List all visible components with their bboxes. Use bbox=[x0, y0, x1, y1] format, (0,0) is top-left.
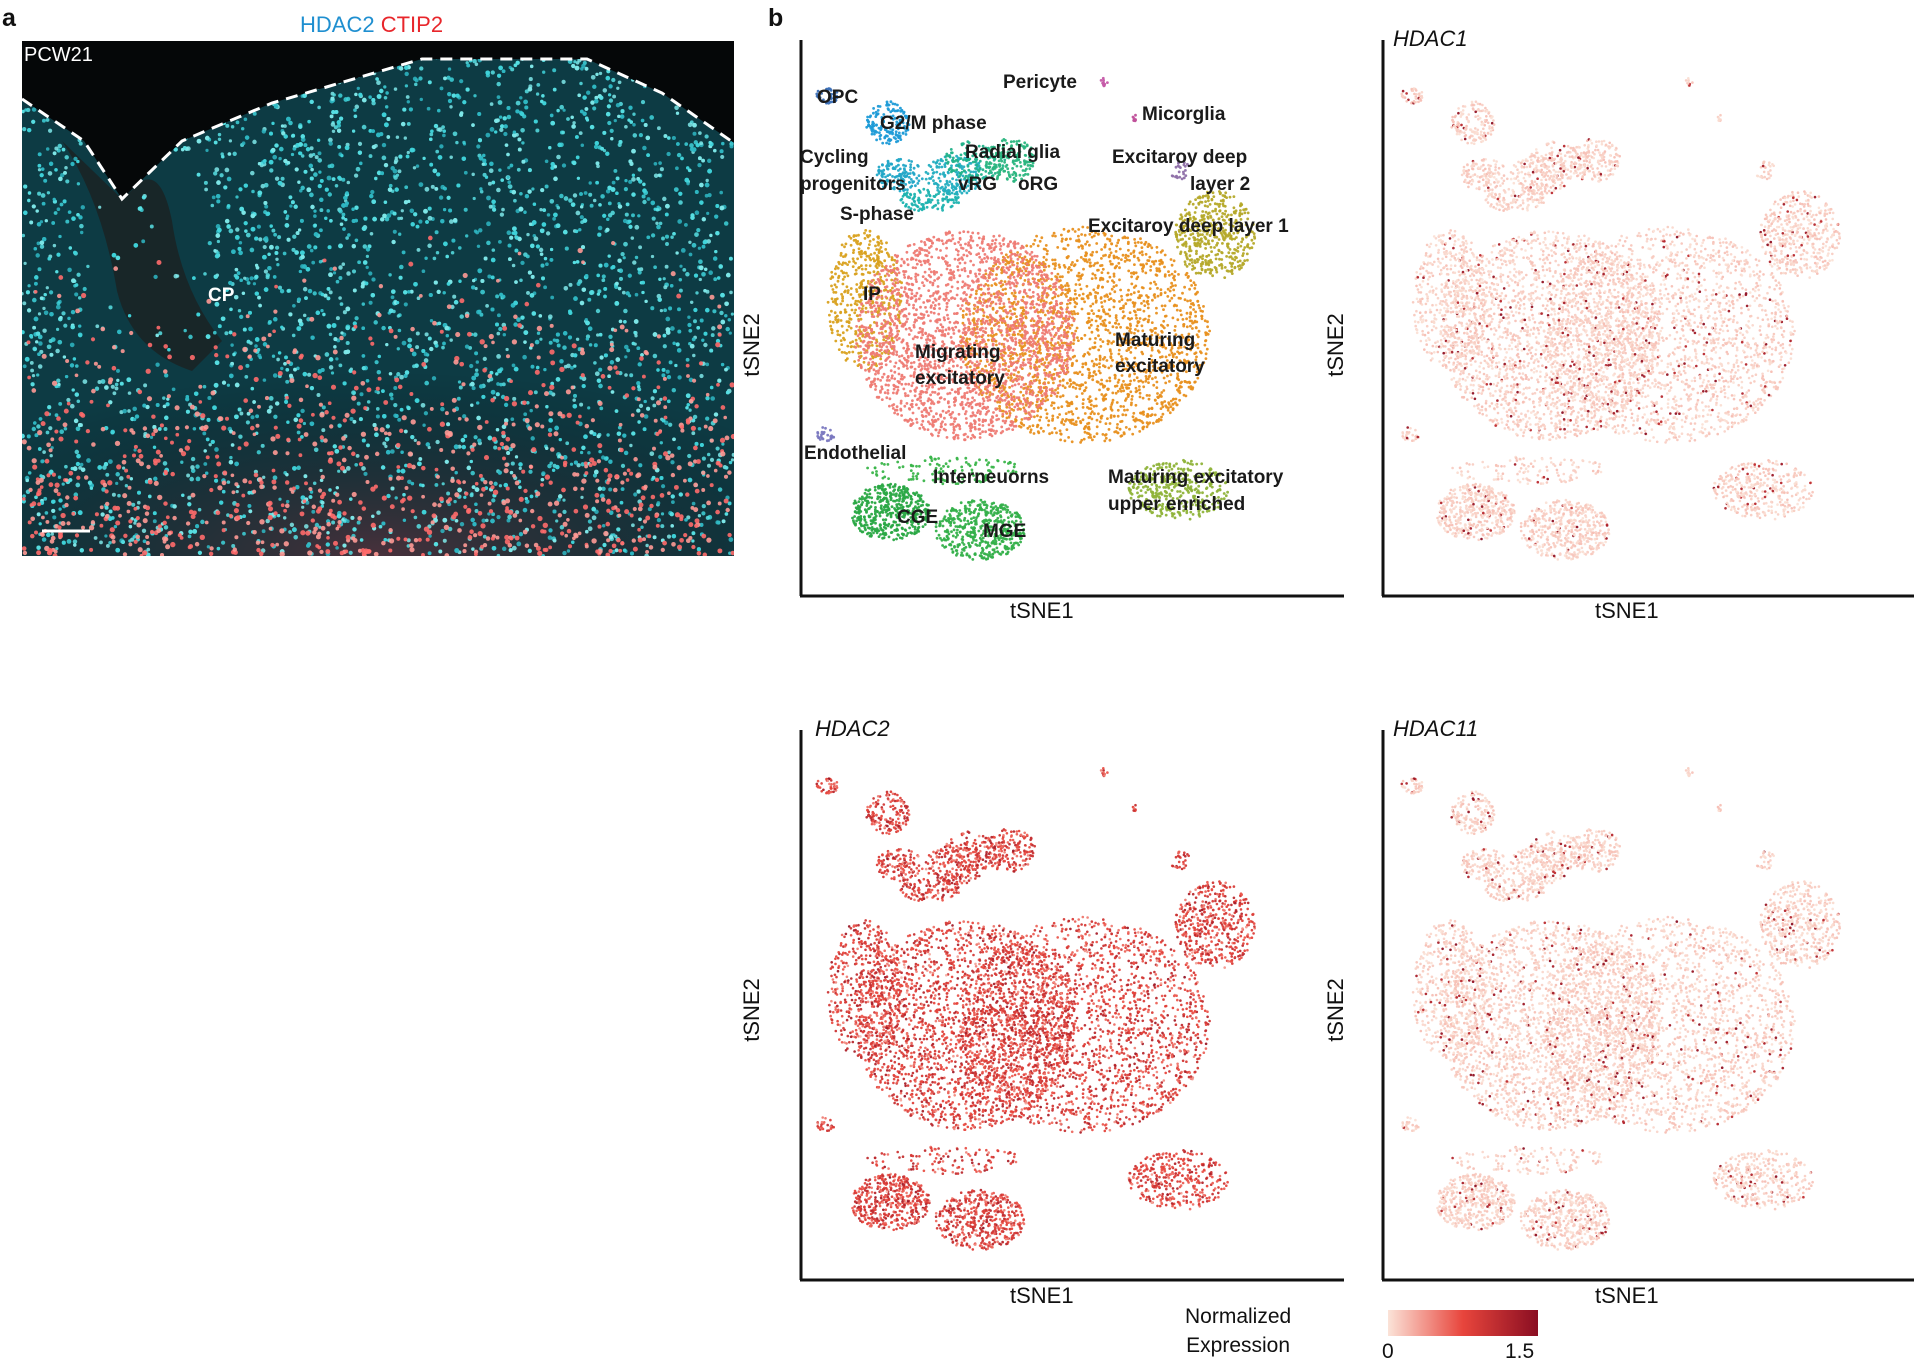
hdac11-expression-plot bbox=[1381, 730, 1914, 1282]
micrograph-canvas bbox=[22, 57, 734, 556]
cluster-label-excitaroy-deep-layer-2: Excitaroy deep layer 2 bbox=[1112, 147, 1250, 195]
hdac1-xlabel: tSNE1 bbox=[1595, 598, 1659, 624]
hdac2-expression-plot bbox=[799, 730, 1344, 1282]
cluster-label-pericyte: Pericyte bbox=[1003, 72, 1077, 93]
cluster-label-g2-m-phase: G2/M phase bbox=[880, 113, 987, 134]
colorbar-min-label: 0 bbox=[1382, 1340, 1394, 1364]
hdac1-expression-plot bbox=[1381, 40, 1914, 598]
cluster-label-endothelial: Endothelial bbox=[804, 443, 906, 464]
panel-a-letter: a bbox=[2, 4, 16, 33]
cluster-label-interneuorns: Interneuorns bbox=[933, 467, 1049, 488]
cluster-label-org: oRG bbox=[1018, 174, 1058, 195]
stain-label-hdac2: HDAC2 bbox=[300, 12, 375, 37]
panel-b-letter: b bbox=[768, 4, 783, 33]
tissue-section bbox=[22, 59, 734, 556]
cluster-label-mge: MGE bbox=[983, 521, 1026, 542]
gene-title-hdac1: HDAC1 bbox=[1393, 26, 1468, 52]
timepoint-label: PCW21 bbox=[24, 44, 93, 67]
cluster-label-cge: CGE bbox=[897, 507, 938, 528]
gene-title-hdac2: HDAC2 bbox=[815, 716, 890, 742]
cluster-label-vrg: vRG bbox=[958, 174, 997, 195]
cluster-label-migrating-excitatory: Migrating excitatory bbox=[915, 342, 1005, 389]
micrograph-image: PCW21 CP bbox=[22, 41, 734, 556]
colorbar-gradient bbox=[1388, 1310, 1538, 1336]
hdac11-xlabel: tSNE1 bbox=[1595, 1283, 1659, 1309]
colorbar-title-line1: Normalized bbox=[1185, 1302, 1291, 1331]
cluster-plot-ylabel: tSNE2 bbox=[739, 313, 765, 377]
pial-boundary-line bbox=[22, 57, 734, 202]
hdac2-xlabel: tSNE1 bbox=[1010, 1283, 1074, 1309]
stain-label-ctip2: CTIP2 bbox=[381, 12, 443, 37]
colorbar-title: Normalized Expression bbox=[1185, 1302, 1291, 1360]
stain-legend: HDAC2 CTIP2 bbox=[300, 12, 443, 38]
hdac11-ylabel: tSNE2 bbox=[1323, 978, 1349, 1042]
cluster-label-cycling-progenitors: Cycling progenitors bbox=[800, 147, 906, 195]
gene-title-hdac11: HDAC11 bbox=[1393, 716, 1478, 742]
cluster-label-maturing-excitatory-upper-enriched: Maturing excitatory upper enriched bbox=[1108, 467, 1284, 515]
cluster-label-micorglia: Micorglia bbox=[1142, 104, 1226, 125]
hdac2-ylabel: tSNE2 bbox=[739, 978, 765, 1042]
cluster-tsne-plot: OPC G2/M phase Cycling progenitors S-phase Ra… bbox=[799, 40, 1344, 598]
cluster-label-s-phase: S-phase bbox=[840, 204, 914, 225]
cluster-label-excitaroy-deep-layer-1: Excitaroy deep layer 1 bbox=[1088, 216, 1289, 237]
cluster-label-maturing-excitatory: Maturing excitatory bbox=[1115, 330, 1205, 377]
colorbar-title-line2: Expression bbox=[1185, 1331, 1291, 1360]
cluster-label-ip: IP bbox=[863, 284, 881, 305]
cluster-label-radial-glia: Radial glia bbox=[965, 142, 1060, 163]
hdac1-ylabel: tSNE2 bbox=[1323, 313, 1349, 377]
region-label-cp: CP bbox=[208, 285, 234, 307]
cluster-labels: OPC G2/M phase Cycling progenitors S-phase Ra… bbox=[800, 72, 1289, 542]
colorbar-max-label: 1.5 bbox=[1505, 1340, 1534, 1364]
cluster-label-opc: OPC bbox=[817, 87, 858, 108]
cluster-plot-xlabel: tSNE1 bbox=[1010, 598, 1074, 624]
